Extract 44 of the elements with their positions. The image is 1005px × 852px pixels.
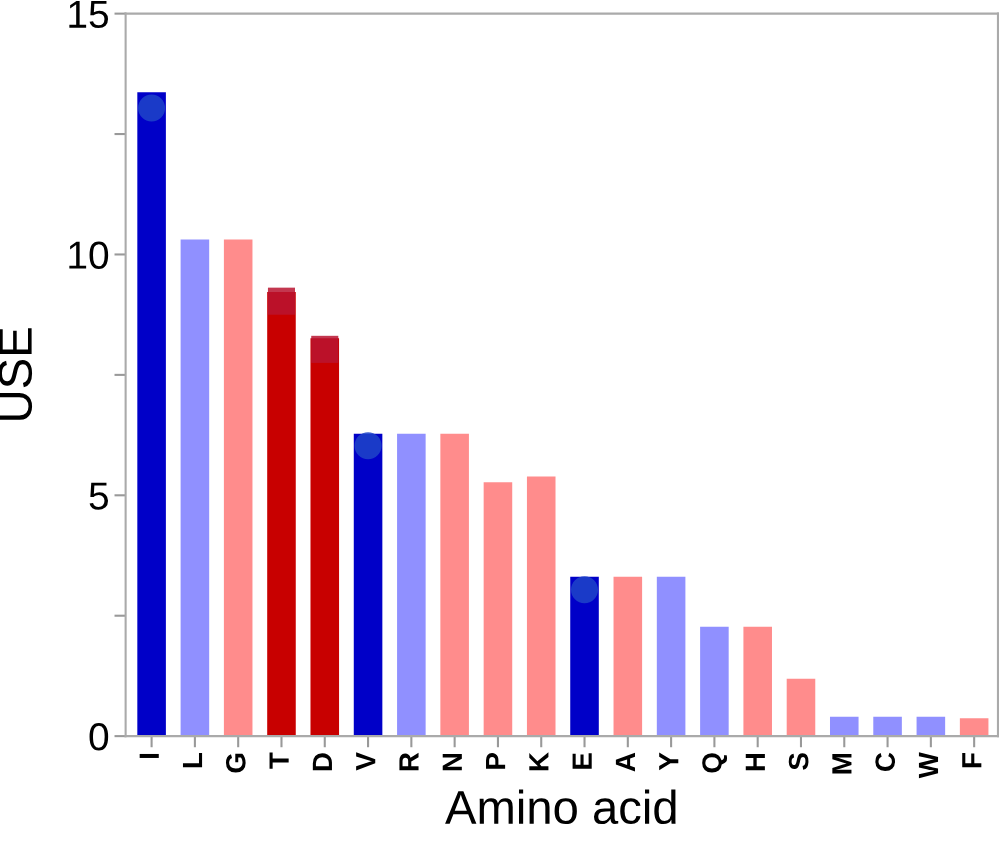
- x-tick-label: F: [962, 753, 982, 768]
- x-tick-label: S: [788, 753, 809, 770]
- x-tick-label: Q: [702, 753, 728, 773]
- bar: [743, 626, 772, 737]
- bar: [959, 718, 989, 737]
- x-tick-label: K: [529, 752, 549, 771]
- x-tick-label: D: [312, 753, 332, 771]
- bar: [873, 716, 902, 737]
- bar: [180, 239, 210, 737]
- x-tick-label: V: [356, 752, 376, 771]
- x-tick-label: C: [875, 752, 896, 772]
- x-tick-label: L: [182, 752, 203, 768]
- bar: [310, 338, 340, 737]
- x-tick-label: E: [572, 753, 592, 769]
- x-tick-label: Y: [659, 752, 679, 771]
- x-tick-label: I: [139, 753, 159, 758]
- bar: [137, 92, 166, 737]
- bar: [786, 678, 816, 737]
- y-tick-label: 5: [89, 482, 109, 510]
- bar: [916, 716, 946, 737]
- x-tick-label: P: [486, 753, 506, 769]
- bar: [267, 292, 296, 737]
- bar: [613, 576, 643, 737]
- x-axis-title: Amino acid: [445, 789, 676, 825]
- bar: [829, 716, 859, 737]
- x-tick-label: A: [615, 752, 635, 772]
- bar: [353, 433, 383, 737]
- x-tick-label: W: [918, 752, 939, 779]
- bar: [440, 433, 469, 737]
- x-tick-label: T: [269, 752, 289, 769]
- y-tick-label: 15: [69, 0, 109, 29]
- bar: [483, 482, 513, 737]
- bar: [656, 576, 686, 737]
- y-tick-label: 0: [89, 723, 109, 751]
- x-tick-label: N: [442, 753, 462, 771]
- bar: [223, 239, 253, 737]
- x-tick-label: G: [225, 753, 246, 773]
- y-tick-label: 10: [69, 241, 109, 269]
- bar: [397, 433, 426, 737]
- x-tick-label: H: [745, 753, 765, 771]
- x-tick-label: R: [399, 752, 419, 771]
- bar: [700, 626, 729, 737]
- bar: [526, 476, 556, 737]
- x-tick-label: M: [832, 753, 852, 774]
